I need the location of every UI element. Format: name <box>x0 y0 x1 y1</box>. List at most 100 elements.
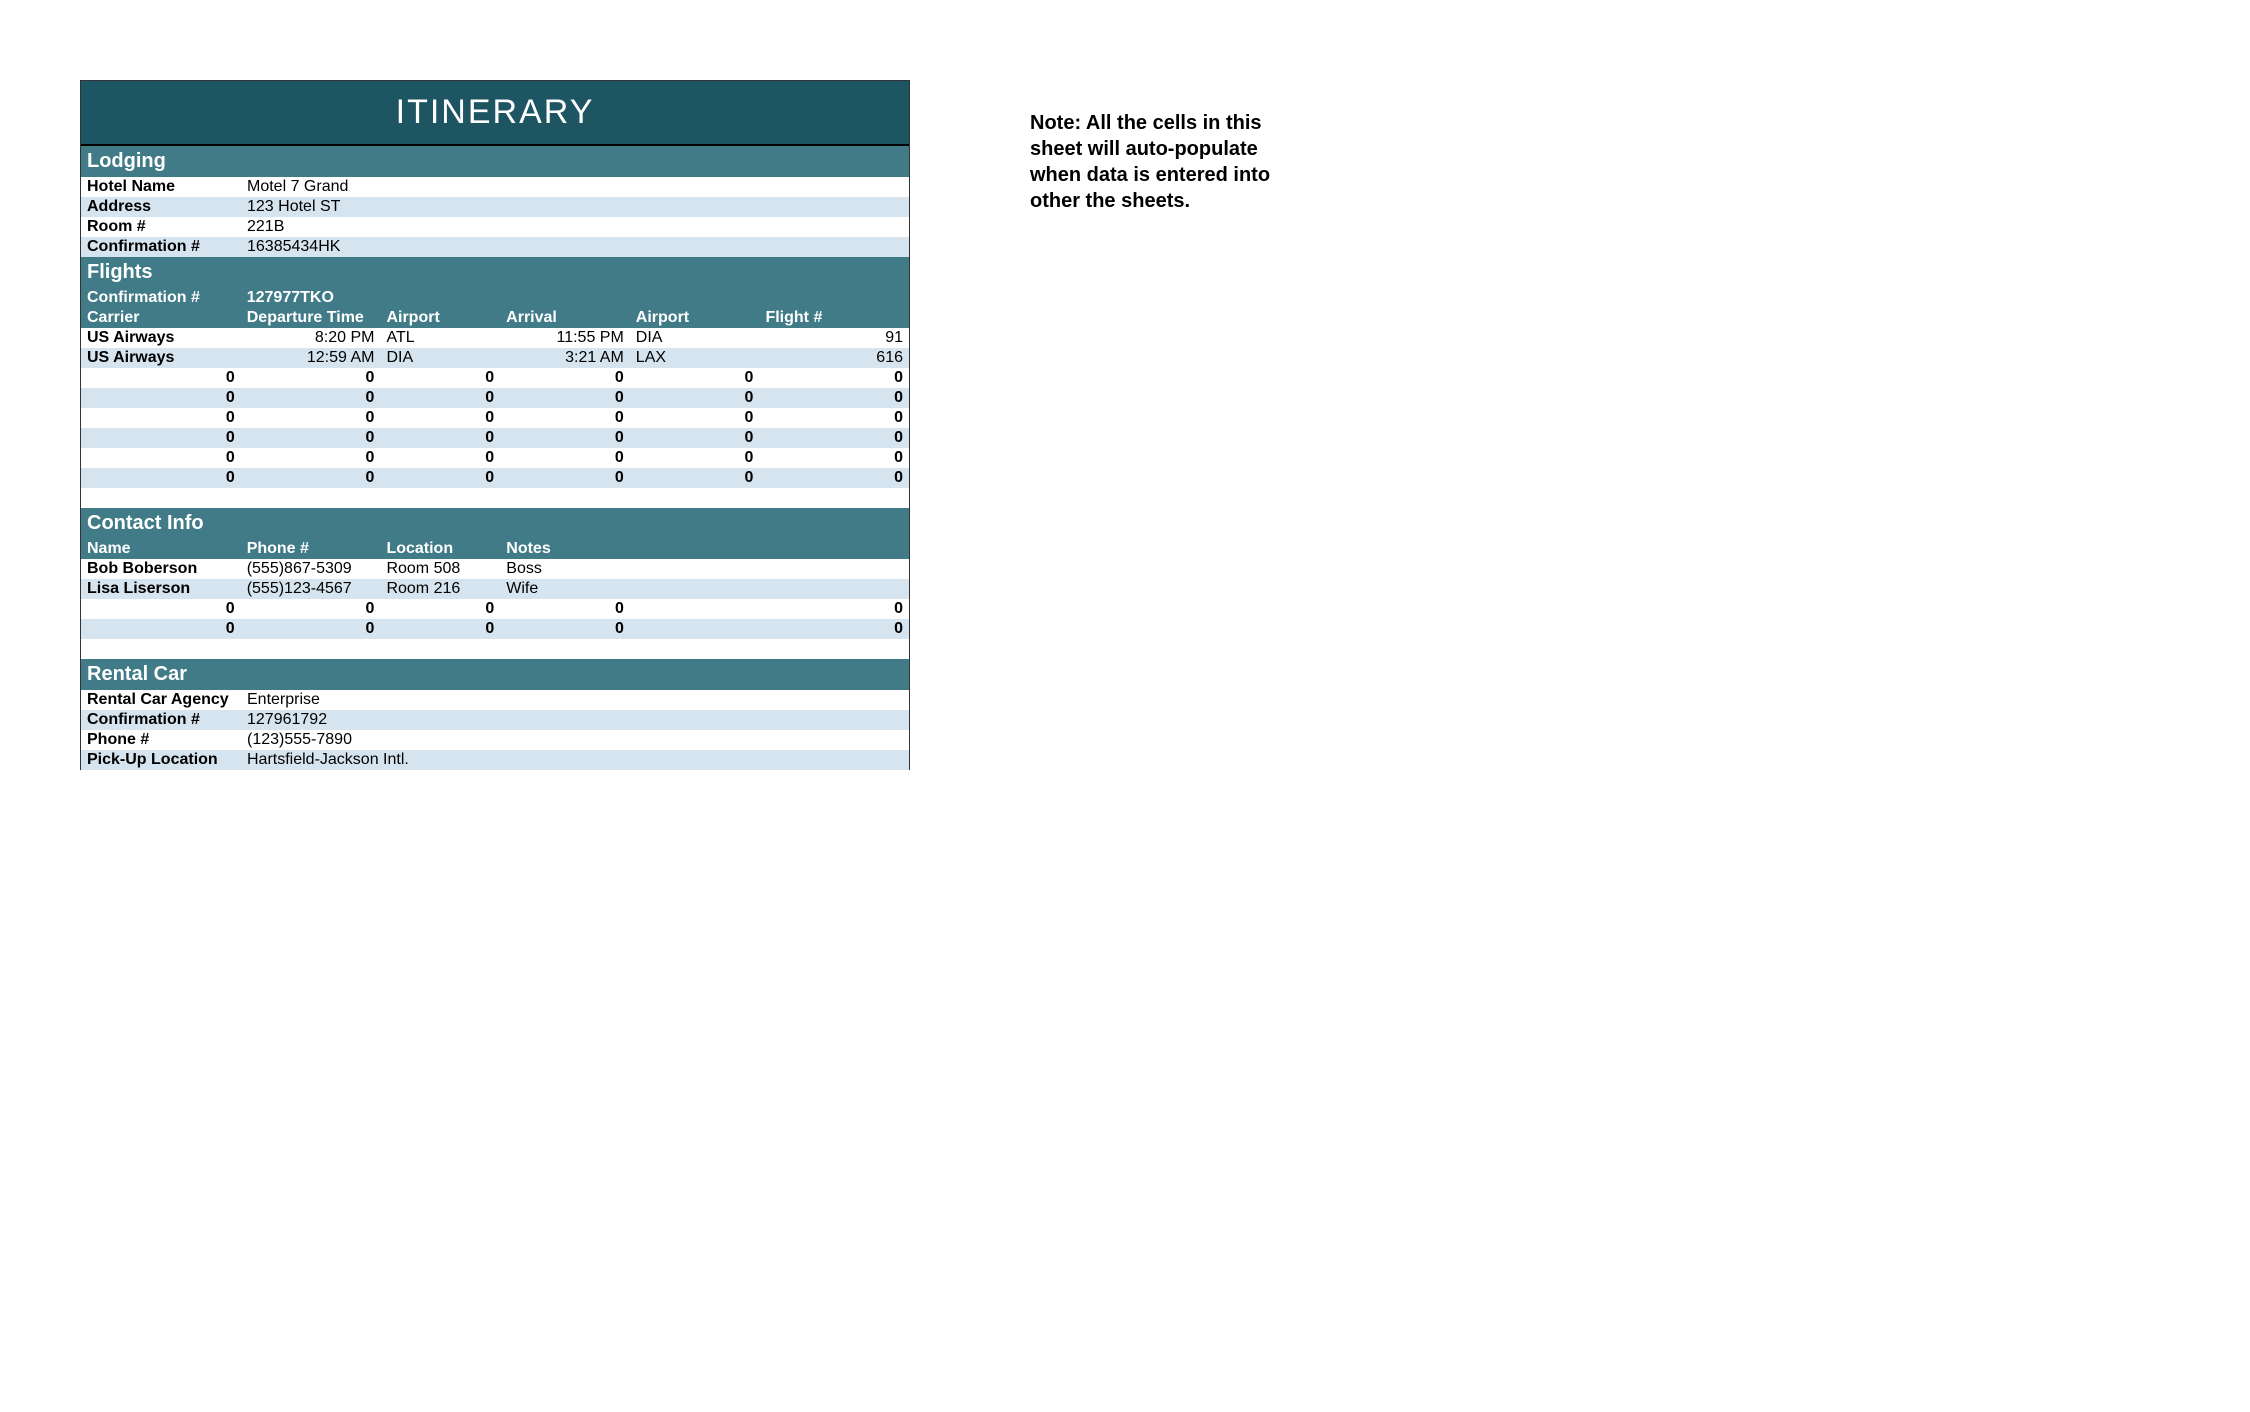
rental-label: Phone # <box>81 730 241 750</box>
contact-cell: 0 <box>759 619 909 639</box>
contact-cell: 0 <box>241 619 381 639</box>
flight-cell: 0 <box>500 368 630 388</box>
flight-cell: 0 <box>630 388 760 408</box>
flight-cell: 0 <box>380 448 500 468</box>
flights-table: Confirmation # 127977TKO CarrierDepartur… <box>81 288 909 488</box>
sheet-title: ITINERARY <box>81 81 909 146</box>
lodging-value: 16385434HK <box>241 237 909 257</box>
flight-cell: 3:21 AM <box>500 348 630 368</box>
lodging-label: Room # <box>81 217 241 237</box>
rental-row: Confirmation #127961792 <box>81 710 909 730</box>
flight-cell: 0 <box>630 368 760 388</box>
flights-col-header: Carrier <box>81 308 241 328</box>
rental-row: Pick-Up LocationHartsfield-Jackson Intl. <box>81 750 909 770</box>
flight-cell: 0 <box>500 388 630 408</box>
flights-col-header: Airport <box>380 308 500 328</box>
flight-cell: 0 <box>759 448 909 468</box>
flight-cell: 0 <box>380 408 500 428</box>
contact-cell: 0 <box>380 599 500 619</box>
contacts-table: NamePhone #LocationNotes Bob Boberson(55… <box>81 539 909 639</box>
flight-cell: 0 <box>500 468 630 488</box>
contact-cell <box>630 619 760 639</box>
lodging-value: Motel 7 Grand <box>241 177 909 197</box>
contact-row: 00000 <box>81 619 909 639</box>
contact-cell: 0 <box>81 599 241 619</box>
contact-cell <box>630 559 760 579</box>
contact-row: Bob Boberson(555)867-5309Room 508Boss <box>81 559 909 579</box>
flight-cell: 0 <box>759 428 909 448</box>
rental-row: Rental Car AgencyEnterprise <box>81 690 909 710</box>
rental-label: Confirmation # <box>81 710 241 730</box>
flight-cell: DIA <box>380 348 500 368</box>
flight-cell: 0 <box>241 468 381 488</box>
rental-header: Rental Car <box>81 659 909 690</box>
side-note: Note: All the cells in this sheet will a… <box>1030 80 1300 214</box>
flight-row: 000000 <box>81 428 909 448</box>
contact-cell: Lisa Liserson <box>81 579 241 599</box>
lodging-label: Address <box>81 197 241 217</box>
rental-value: 127961792 <box>241 710 909 730</box>
flight-cell: 0 <box>380 388 500 408</box>
lodging-row: Hotel NameMotel 7 Grand <box>81 177 909 197</box>
rental-table: Rental Car AgencyEnterpriseConfirmation … <box>81 690 909 770</box>
contact-row: Lisa Liserson(555)123-4567Room 216Wife <box>81 579 909 599</box>
flights-header: Flights <box>81 257 909 288</box>
flight-row: 000000 <box>81 468 909 488</box>
contact-cell: Bob Boberson <box>81 559 241 579</box>
contact-cell: Wife <box>500 579 630 599</box>
flights-col-header: Flight # <box>759 308 909 328</box>
flights-col-header: Departure Time <box>241 308 381 328</box>
flight-cell: 0 <box>630 448 760 468</box>
contact-cell: (555)867-5309 <box>241 559 381 579</box>
flight-cell: 91 <box>759 328 909 348</box>
rental-label: Pick-Up Location <box>81 750 241 770</box>
contact-cell <box>630 579 760 599</box>
contacts-col-header: Name <box>81 539 241 559</box>
flight-cell: 0 <box>81 428 241 448</box>
contact-cell: Room 216 <box>380 579 500 599</box>
flight-cell: 8:20 PM <box>241 328 381 348</box>
contact-cell <box>759 579 909 599</box>
lodging-header: Lodging <box>81 146 909 177</box>
flight-cell: 0 <box>500 448 630 468</box>
lodging-label: Hotel Name <box>81 177 241 197</box>
flight-row: US Airways8:20 PMATL11:55 PMDIA91 <box>81 328 909 348</box>
rental-value: Enterprise <box>241 690 909 710</box>
lodging-row: Confirmation #16385434HK <box>81 237 909 257</box>
flight-row: 000000 <box>81 388 909 408</box>
flight-cell: 0 <box>380 368 500 388</box>
flight-cell: 616 <box>759 348 909 368</box>
flight-cell: ATL <box>380 328 500 348</box>
flight-cell: 0 <box>630 468 760 488</box>
contact-cell: (555)123-4567 <box>241 579 381 599</box>
flight-cell: 0 <box>81 388 241 408</box>
contact-cell: 0 <box>81 619 241 639</box>
contact-cell: 0 <box>500 599 630 619</box>
lodging-row: Address123 Hotel ST <box>81 197 909 217</box>
contact-cell <box>759 559 909 579</box>
flight-cell: 0 <box>630 408 760 428</box>
flight-cell: 0 <box>500 428 630 448</box>
flight-cell: 0 <box>500 408 630 428</box>
flight-cell: 0 <box>241 428 381 448</box>
contact-cell: 0 <box>500 619 630 639</box>
flight-cell: 0 <box>759 368 909 388</box>
lodging-table: Hotel NameMotel 7 GrandAddress123 Hotel … <box>81 177 909 257</box>
contacts-col-header: Notes <box>500 539 630 559</box>
flight-cell: 11:55 PM <box>500 328 630 348</box>
flight-cell: 0 <box>81 368 241 388</box>
flight-cell: 12:59 AM <box>241 348 381 368</box>
flights-conf-value: 127977TKO <box>241 288 909 308</box>
flight-cell: 0 <box>81 468 241 488</box>
flights-conf-label: Confirmation # <box>81 288 241 308</box>
flight-cell: 0 <box>380 468 500 488</box>
contacts-header: Contact Info <box>81 508 909 539</box>
flight-cell: 0 <box>759 468 909 488</box>
rental-value: Hartsfield-Jackson Intl. <box>241 750 909 770</box>
flight-cell: 0 <box>81 448 241 468</box>
flight-cell: DIA <box>630 328 760 348</box>
rental-value: (123)555-7890 <box>241 730 909 750</box>
contacts-col-header: Location <box>380 539 500 559</box>
lodging-value: 221B <box>241 217 909 237</box>
flight-cell: LAX <box>630 348 760 368</box>
